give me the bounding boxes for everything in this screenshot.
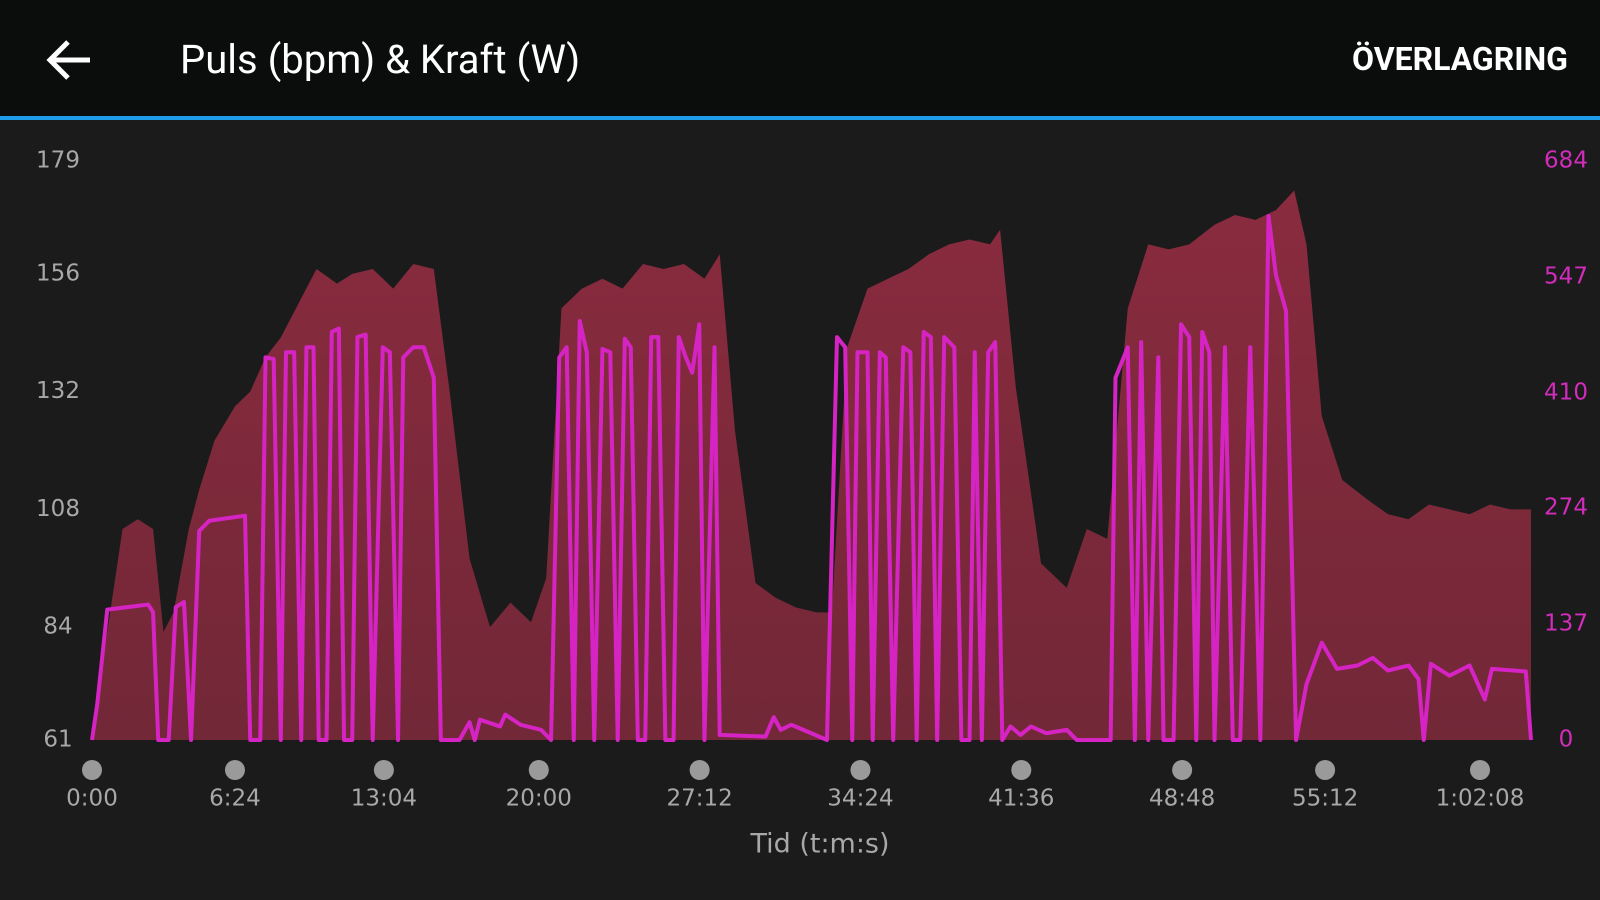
- y-tick-label: 156: [36, 260, 80, 286]
- power-line: [90, 214, 1533, 742]
- y-tick-label: 108: [36, 496, 80, 522]
- x-tick-dot: [1315, 760, 1336, 780]
- x-tick-dot: [1469, 760, 1490, 780]
- x-tick-dot: [689, 760, 710, 780]
- y2-tick-label: 274: [1544, 495, 1588, 521]
- x-tick-dot: [82, 760, 102, 780]
- x-tick-label: 34:24: [827, 786, 893, 812]
- x-tick-dot: [373, 760, 394, 780]
- heart-rate-area: [92, 190, 1531, 740]
- x-tick-dot: [224, 760, 245, 780]
- y-tick-label: 61: [43, 727, 72, 753]
- x-tick-label: 41:36: [988, 786, 1054, 812]
- x-tick-dot: [1172, 760, 1193, 780]
- x-tick-label: 1:02:08: [1436, 786, 1525, 812]
- x-tick-label: 48:48: [1149, 786, 1215, 812]
- x-tick-label: 13:04: [351, 786, 417, 812]
- chart: 61 84 108 132 156 179 0 137 274 410 547 684 0:00 6:24…: [36, 148, 1588, 860]
- y2-tick-label: 410: [1544, 379, 1588, 405]
- app-bar: Puls (bpm) & Kraft (W) ÖVERLAGRING: [0, 0, 1600, 120]
- y-tick-label: 132: [36, 378, 80, 404]
- x-tick-dot: [1011, 760, 1032, 780]
- y2-tick-label: 0: [1559, 727, 1574, 753]
- y2-tick-label: 547: [1544, 263, 1588, 289]
- y-tick-label: 179: [36, 148, 80, 174]
- x-tick-label: 6:24: [209, 786, 261, 812]
- x-tick-dot: [528, 760, 549, 780]
- x-tick-label: 27:12: [666, 786, 732, 812]
- x-tick-label: 0:00: [66, 786, 118, 812]
- y-tick-label: 84: [43, 614, 72, 640]
- x-axis-title: Tid (t:m:s): [749, 829, 889, 860]
- back-button[interactable]: [46, 38, 94, 82]
- y2-tick-label: 684: [1544, 148, 1588, 174]
- x-tick-label: 55:12: [1292, 786, 1358, 812]
- title: Puls (bpm) & Kraft (W): [180, 36, 581, 83]
- x-tick-label: 20:00: [506, 786, 572, 812]
- y2-tick-label: 137: [1544, 611, 1588, 637]
- overlay-button[interactable]: ÖVERLAGRING: [1351, 40, 1568, 78]
- x-tick-dot: [850, 760, 871, 780]
